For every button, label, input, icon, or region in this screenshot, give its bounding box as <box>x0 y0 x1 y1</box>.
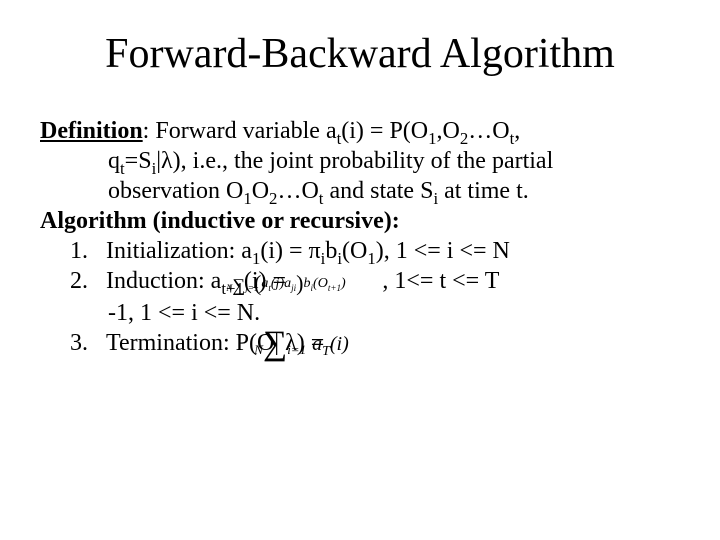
definition-block: Definition: Forward variable at(i) = P(O… <box>40 116 680 206</box>
algorithm-item-3: 3. Termination: P(O| λ) = N∑i=1 aT(i) <box>40 328 680 360</box>
definition-line2: qt=Si|λ), i.e., the joint probability of… <box>108 146 680 176</box>
definition-line3: observation O1O2…Ot and state Si at time… <box>108 176 680 206</box>
definition-label: Definition <box>40 118 143 144</box>
algorithm-item-2: 2. Induction: at+1(i) = (N∑j=1at(j)aji)b… <box>40 266 680 298</box>
induction-formula: (N∑j=1at(j)aji)bi(Ot+1) <box>292 267 376 297</box>
algorithm-item-1: 1. Initialization: a1(i) = πibi(O1), 1 <… <box>40 236 680 266</box>
algorithm-item-2-cont: -1, 1 <= i <= N. <box>40 298 680 328</box>
slide: Forward-Backward Algorithm Definition: F… <box>0 0 720 540</box>
algorithm-label: Algorithm (inductive or recursive): <box>40 206 680 236</box>
slide-body: Definition: Forward variable at(i) = P(O… <box>40 116 680 360</box>
slide-title: Forward-Backward Algorithm <box>40 30 680 78</box>
definition-line1: Definition: Forward variable at(i) = P(O… <box>108 116 680 146</box>
termination-formula: N∑i=1 aT(i) <box>330 328 373 360</box>
